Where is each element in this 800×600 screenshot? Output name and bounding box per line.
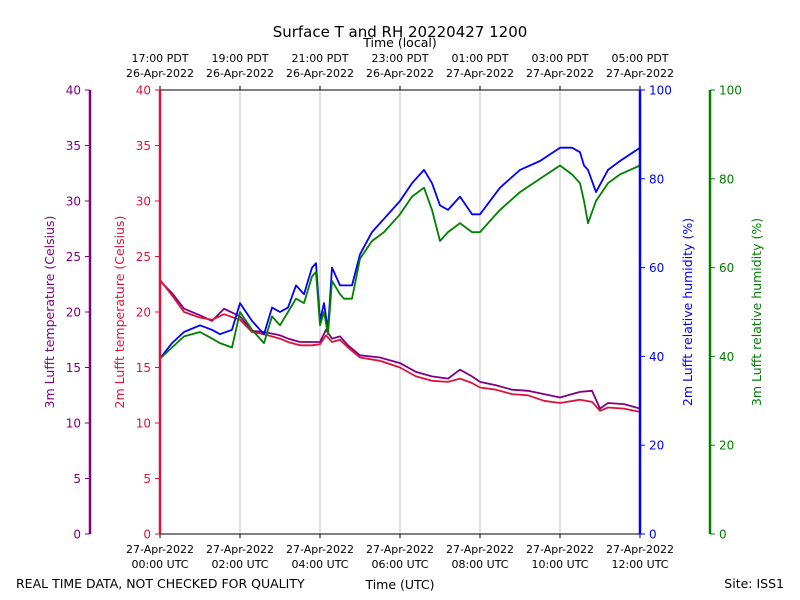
x-tick-label-date: 27-Apr-2022 xyxy=(126,543,194,556)
rh3m-tick-label: 0 xyxy=(719,528,727,542)
temp2m-tick-label: 25 xyxy=(136,250,151,264)
x-tick-label-date: 27-Apr-2022 xyxy=(366,543,434,556)
x-tick-label-date: 27-Apr-2022 xyxy=(286,543,354,556)
rh2m-tick-label: 0 xyxy=(649,528,657,542)
chart-title: Surface T and RH 20220427 1200 xyxy=(273,23,528,41)
temp2m-tick-label: 30 xyxy=(136,195,151,209)
rh2m-tick-label: 100 xyxy=(649,84,672,98)
x-tick-label-time: 00:00 UTC xyxy=(131,558,188,571)
x-tick-label-date: 27-Apr-2022 xyxy=(446,543,514,556)
temp3m-tick-label: 5 xyxy=(73,472,81,486)
temp2m-tick-label: 40 xyxy=(136,84,151,98)
rh2m-axis-label: 2m Lufft relative humidity (%) xyxy=(680,218,695,406)
top-axis-label: Time (local) xyxy=(362,35,436,50)
rh3m-tick-label: 20 xyxy=(719,439,734,453)
x-tick-label-local-time: 19:00 PDT xyxy=(211,52,268,65)
temp2m-tick-label: 10 xyxy=(136,417,151,431)
temp3m-axis-label: 3m Lufft temperature (Celsius) xyxy=(42,216,57,409)
temp3m-tick-label: 40 xyxy=(66,84,81,98)
rh2m-tick-label: 80 xyxy=(649,172,664,186)
x-tick-label-local-date: 27-Apr-2022 xyxy=(446,67,514,80)
x-tick-label-date: 27-Apr-2022 xyxy=(206,543,274,556)
bottom-axis-label: Time (UTC) xyxy=(364,577,434,592)
x-tick-label-local-time: 01:00 PDT xyxy=(451,52,508,65)
series-lines xyxy=(159,146,641,413)
temp2m-tick-label: 15 xyxy=(136,361,151,375)
axes: 27-Apr-2022 00:00 UTC 27-Apr-2022 02:00 UTC… xyxy=(42,52,764,571)
series-line-temp2m xyxy=(159,279,641,413)
temp3m-tick-label: 0 xyxy=(73,528,81,542)
x-tick-label-date: 27-Apr-2022 xyxy=(606,543,674,556)
x-tick-label-local-date: 27-Apr-2022 xyxy=(526,67,594,80)
rh3m-tick-label: 40 xyxy=(719,350,734,364)
x-tick-label-local-date: 26-Apr-2022 xyxy=(286,67,354,80)
temp3m-tick-label: 35 xyxy=(66,139,81,153)
series-line-rh3m xyxy=(159,164,641,360)
temp2m-tick-label: 0 xyxy=(143,528,151,542)
series-line-temp3m xyxy=(159,280,641,410)
x-tick-label-time: 04:00 UTC xyxy=(291,558,348,571)
rh2m-tick-label: 20 xyxy=(649,439,664,453)
temp2m-tick-label: 20 xyxy=(136,306,151,320)
temp3m-tick-label: 15 xyxy=(66,361,81,375)
rh3m-axis-label: 3m Lufft relative humidity (%) xyxy=(749,218,764,406)
x-tick-label-time: 06:00 UTC xyxy=(371,558,428,571)
rh3m-tick-label: 80 xyxy=(719,172,734,186)
x-tick-label-time: 12:00 UTC xyxy=(611,558,668,571)
temp2m-axis-label: 2m Lufft temperature (Celsius) xyxy=(112,216,127,409)
x-tick-label-date: 27-Apr-2022 xyxy=(526,543,594,556)
series-line-rh2m xyxy=(159,146,641,360)
x-tick-label-time: 02:00 UTC xyxy=(211,558,268,571)
temp2m-tick-label: 5 xyxy=(143,472,151,486)
x-tick-label-local-time: 23:00 PDT xyxy=(371,52,428,65)
temp3m-tick-label: 20 xyxy=(66,306,81,320)
x-tick-label-local-date: 26-Apr-2022 xyxy=(206,67,274,80)
x-tick-label-local-date: 26-Apr-2022 xyxy=(126,67,194,80)
rh2m-tick-label: 40 xyxy=(649,350,664,364)
x-tick-label-local-date: 26-Apr-2022 xyxy=(366,67,434,80)
rh2m-tick-label: 60 xyxy=(649,261,664,275)
rh3m-tick-label: 100 xyxy=(719,84,742,98)
x-tick-label-time: 08:00 UTC xyxy=(451,558,508,571)
x-tick-label-local-time: 05:00 PDT xyxy=(611,52,668,65)
temp3m-tick-label: 30 xyxy=(66,195,81,209)
temp2m-tick-label: 35 xyxy=(136,139,151,153)
site-label: Site: ISS1 xyxy=(724,576,784,591)
rh3m-tick-label: 60 xyxy=(719,261,734,275)
quality-disclaimer: REAL TIME DATA, NOT CHECKED FOR QUALITY xyxy=(16,576,305,591)
x-tick-label-local-time: 21:00 PDT xyxy=(291,52,348,65)
x-tick-label-local-time: 03:00 PDT xyxy=(531,52,588,65)
temp3m-tick-label: 10 xyxy=(66,417,81,431)
temp3m-tick-label: 25 xyxy=(66,250,81,264)
grid-lines xyxy=(239,90,561,534)
x-tick-label-local-date: 27-Apr-2022 xyxy=(606,67,674,80)
x-tick-label-local-time: 17:00 PDT xyxy=(131,52,188,65)
x-tick-label-time: 10:00 UTC xyxy=(531,558,588,571)
